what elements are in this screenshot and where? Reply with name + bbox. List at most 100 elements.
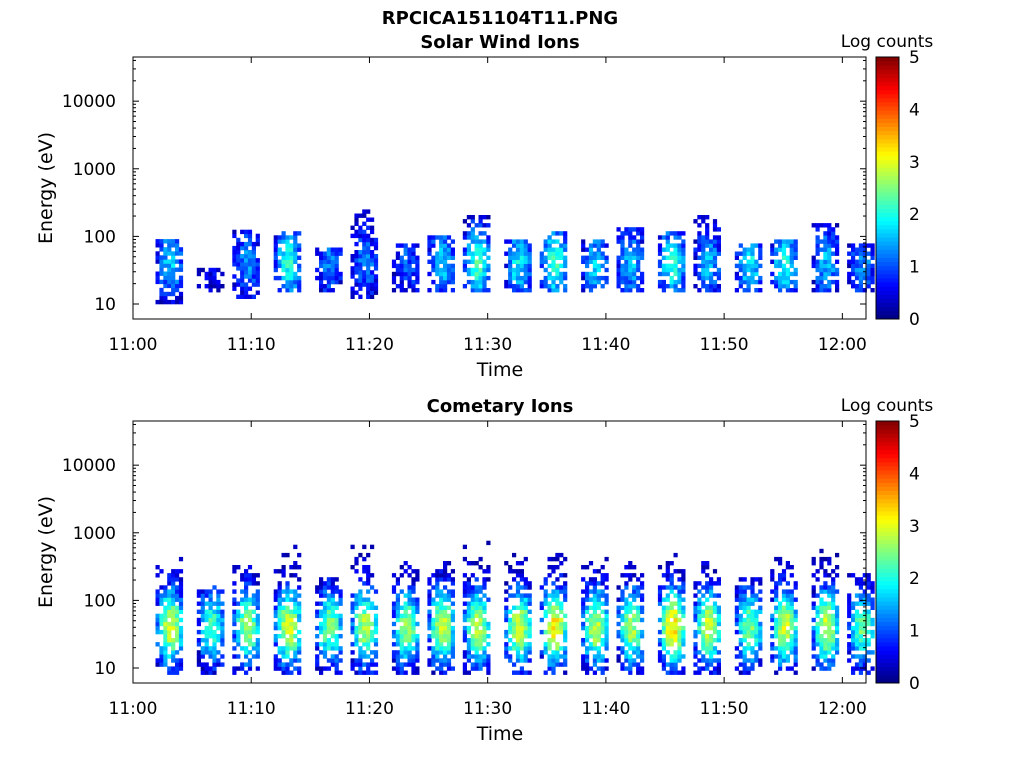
- heatmap-cell: [701, 561, 706, 566]
- heatmap-cell: [543, 609, 548, 614]
- heatmap-cell: [350, 601, 355, 606]
- heatmap-cell: [319, 625, 324, 631]
- x-tick-label: 11:40: [581, 699, 630, 719]
- heatmap-cell: [789, 646, 794, 651]
- heatmap-cell: [395, 271, 400, 277]
- heatmap-cell: [835, 609, 840, 614]
- heatmap-cell: [746, 601, 751, 606]
- heatmap-cell: [539, 263, 544, 269]
- heatmap-cell: [847, 263, 852, 269]
- heatmap-cell: [354, 601, 359, 606]
- colorbar-segment: [876, 519, 899, 524]
- heatmap-cell: [450, 577, 455, 582]
- heatmap-cell: [539, 585, 544, 590]
- heatmap-cell: [555, 251, 560, 256]
- heatmap-cell: [362, 569, 367, 574]
- heatmap-cell: [858, 634, 863, 639]
- heatmap-cell: [604, 642, 609, 647]
- cometary-xlabel: Time: [476, 723, 524, 745]
- heatmap-cell: [208, 597, 213, 602]
- heatmap-cell: [539, 259, 544, 264]
- heatmap-cell: [474, 589, 479, 594]
- heatmap-cell: [439, 251, 444, 256]
- colorbar-segment: [876, 584, 899, 590]
- heatmap-cell: [512, 259, 517, 264]
- heatmap-cell: [415, 288, 420, 293]
- heatmap-cell: [175, 613, 180, 619]
- heatmap-cell: [411, 605, 416, 610]
- heatmap-cell: [403, 613, 408, 619]
- heatmap-cell: [512, 288, 517, 293]
- heatmap-cell: [781, 654, 787, 659]
- heatmap-cell: [330, 581, 335, 586]
- heatmap-cell: [716, 670, 721, 675]
- heatmap-cell: [851, 670, 856, 675]
- heatmap-cell: [673, 666, 678, 671]
- heatmap-cell: [403, 601, 408, 606]
- heatmap-cell: [523, 605, 528, 610]
- heatmap-cell: [281, 251, 286, 256]
- heatmap-cell: [366, 597, 371, 602]
- heatmap-cell: [338, 271, 343, 277]
- heatmap-cell: [835, 629, 840, 635]
- heatmap-cell: [681, 597, 686, 602]
- colorbar-segment: [876, 568, 899, 573]
- colorbar-segment: [876, 523, 899, 528]
- heatmap-cell: [547, 625, 552, 631]
- heatmap-cell: [781, 573, 787, 578]
- heatmap-cell: [334, 625, 339, 631]
- heatmap-cell: [596, 239, 601, 244]
- heatmap-cell: [446, 271, 452, 277]
- heatmap-cell: [815, 621, 820, 627]
- heatmap-cell: [785, 654, 790, 659]
- heatmap-cell: [285, 646, 290, 651]
- heatmap-cell: [758, 577, 763, 582]
- heatmap-cell: [750, 666, 755, 671]
- heatmap-cell: [395, 267, 400, 273]
- heatmap-cell: [866, 617, 871, 623]
- heatmap-cell: [297, 279, 302, 285]
- heatmap-cell: [669, 638, 674, 643]
- heatmap-cell: [632, 629, 637, 635]
- heatmap-cell: [338, 617, 343, 623]
- heatmap-cell: [854, 577, 860, 582]
- heatmap-cell: [354, 662, 359, 667]
- colorbar-segment: [876, 625, 899, 631]
- heatmap-cell: [750, 625, 755, 631]
- heatmap-cell: [823, 666, 828, 671]
- heatmap-cell: [462, 219, 467, 224]
- heatmap-cell: [636, 654, 641, 659]
- heatmap-cell: [677, 569, 682, 574]
- heatmap-cell: [600, 275, 605, 281]
- heatmap-cell: [858, 642, 863, 647]
- heatmap-cell: [236, 266, 241, 271]
- heatmap-cell: [742, 577, 747, 582]
- heatmap-cell: [665, 565, 670, 570]
- colorbar-segment: [876, 539, 899, 545]
- heatmap-cell: [443, 621, 448, 627]
- heatmap-cell: [551, 279, 556, 285]
- heatmap-cell: [330, 601, 335, 606]
- heatmap-cell: [435, 581, 440, 586]
- heatmap-cell: [289, 617, 294, 623]
- heatmap-cell: [793, 646, 798, 651]
- heatmap-cell: [370, 225, 375, 230]
- heatmap-cell: [285, 251, 290, 256]
- heatmap-cell: [854, 271, 860, 277]
- heatmap-cell: [628, 263, 633, 269]
- heatmap-cell: [681, 271, 686, 277]
- heatmap-cell: [178, 625, 184, 631]
- heatmap-cell: [754, 642, 759, 647]
- heatmap-cell: [835, 638, 840, 643]
- heatmap-cell: [204, 638, 209, 643]
- heatmap-cell: [232, 634, 237, 639]
- heatmap-cell: [244, 585, 249, 590]
- heatmap-cell: [543, 589, 548, 594]
- cometary-axes: 11:00 11:10 11:20 11:30 11:40 11:50 12:0010100…: [62, 421, 867, 719]
- heatmap-cell: [175, 593, 180, 598]
- heatmap-cell: [811, 223, 816, 228]
- heatmap-cell: [315, 589, 320, 594]
- heatmap-cell: [466, 585, 471, 590]
- heatmap-cell: [581, 259, 586, 264]
- heatmap-cell: [866, 251, 871, 256]
